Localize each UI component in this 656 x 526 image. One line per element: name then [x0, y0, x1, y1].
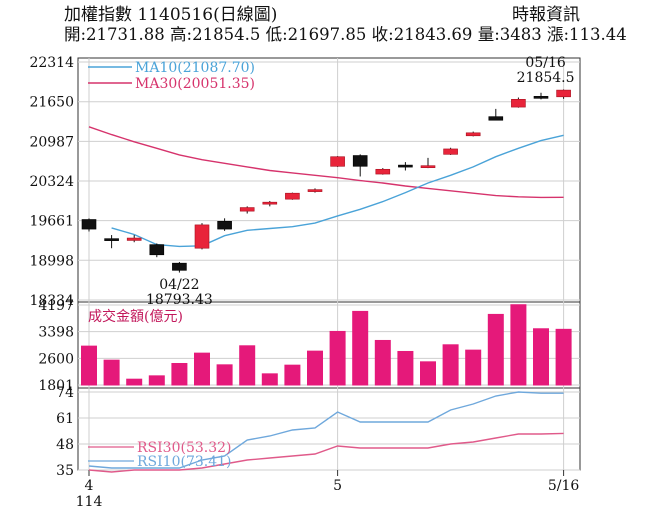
volume-bar-8: [261, 373, 278, 386]
volume-bar-14: [397, 350, 414, 386]
legend-label-ma10: MA10(21087.70): [135, 60, 255, 76]
candle-body-3: [149, 244, 165, 256]
volume-bar-0: [81, 345, 97, 386]
price-ytick-2: 19661: [29, 214, 74, 230]
stat-3: 收:21843.69: [371, 25, 478, 44]
ma10-line: [111, 134, 564, 248]
price-ytick-4: 20987: [29, 134, 74, 150]
candle-body-1: [104, 238, 119, 241]
low-annotation-date: 04/22: [159, 277, 199, 293]
candle-body-17: [465, 132, 481, 137]
candle-body-12: [352, 155, 368, 167]
candle-body-13: [375, 168, 391, 175]
ma30-line: [88, 126, 564, 199]
candle-body-16: [443, 148, 458, 155]
stat-5: 漲:113.44: [546, 25, 627, 44]
rsi30-line: [88, 432, 564, 473]
x-ticklabel-2: 5/16: [548, 478, 580, 494]
price-ytick-1: 18998: [29, 253, 74, 269]
volume-ytick-0: 1801: [38, 378, 74, 394]
volume-bar-3: [148, 375, 165, 386]
stat-0: 開:21731.88: [64, 25, 171, 44]
candle-body-8: [262, 201, 278, 205]
candle-body-15: [420, 165, 436, 168]
stats-line: 開:21731.88 高:21854.5 低:21697.85 收:21843.…: [64, 26, 627, 44]
volume-bar-11: [329, 330, 346, 386]
rsi-ytick-0: 35: [56, 463, 74, 479]
volume-ytick-2: 3398: [38, 325, 74, 341]
price-ytick-6: 22314: [29, 55, 74, 71]
volume-bar-18: [487, 313, 504, 386]
volume-bar-2: [126, 378, 143, 386]
price-ytick-0: 18334: [29, 293, 74, 309]
legend-label-ma30: MA30(20051.35): [135, 76, 255, 92]
volume-label: 成交金額(億元): [88, 308, 183, 325]
rsi-legend-label-rsi10: RSI10(73.41): [137, 454, 231, 470]
candle-body-14: [398, 164, 413, 168]
candle-body-6: [217, 221, 232, 230]
volume-bar-7: [239, 345, 256, 386]
candle-body-10: [307, 189, 323, 192]
volume-bar-20: [533, 328, 549, 386]
candle-body-11: [330, 156, 345, 167]
stat-4: 量:3483: [477, 25, 547, 44]
candle-body-18: [488, 116, 504, 121]
source-label: 時報資訊: [512, 5, 580, 25]
candle-body-7: [239, 207, 255, 212]
stat-1: 高:21854.5: [170, 25, 266, 44]
volume-bar-9: [284, 364, 301, 386]
candle-body-0: [81, 219, 97, 230]
rsi-ytick-2: 61: [56, 411, 74, 427]
volume-ytick-3: 4197: [38, 298, 74, 314]
stat-2: 低:21697.85: [265, 25, 372, 44]
rsi10-line: [88, 391, 564, 469]
plot-frame: [77, 57, 581, 471]
volume-bar-16: [442, 344, 459, 386]
volume-bar-19: [510, 304, 527, 386]
candle-body-5: [194, 224, 210, 249]
volume-ytick-1: 2600: [38, 351, 74, 367]
rsi-ytick-3: 74: [56, 385, 74, 401]
volume-bar-17: [465, 349, 482, 386]
chart-title: 加權指數 1140516(日線圖): [64, 5, 278, 25]
x-ticklabel-1: 5: [333, 478, 342, 494]
candle-body-4: [172, 262, 187, 271]
candle-body-2: [126, 237, 142, 241]
volume-bar-6: [216, 364, 233, 386]
volume-bar-12: [352, 310, 369, 386]
price-ytick-5: 21650: [29, 95, 74, 111]
high-annotation-value: 21854.5: [517, 70, 575, 86]
rsi-legend-label-rsi30: RSI30(53.32): [137, 440, 231, 456]
volume-bar-5: [194, 352, 210, 386]
low-annotation-value: 18793.43: [146, 292, 213, 308]
rsi-ytick-1: 48: [56, 437, 74, 453]
high-annotation-date: 05/16: [525, 55, 565, 71]
candle-body-9: [285, 192, 300, 200]
price-ytick-3: 20324: [29, 174, 74, 190]
volume-bar-21: [555, 328, 572, 386]
volume-bar-13: [374, 339, 391, 386]
volume-bar-1: [103, 359, 120, 386]
candle-body-20: [533, 96, 549, 99]
x-ticklabel-0: 4: [85, 478, 94, 494]
volume-bar-4: [171, 362, 188, 386]
candle-body-19: [511, 99, 526, 108]
volume-bar-15: [420, 361, 436, 386]
x-subticklabel-0: 114: [76, 494, 103, 510]
candle-body-21: [556, 89, 571, 98]
volume-bar-10: [307, 350, 323, 386]
